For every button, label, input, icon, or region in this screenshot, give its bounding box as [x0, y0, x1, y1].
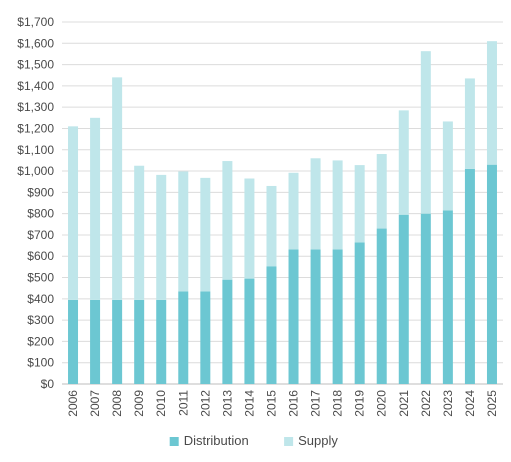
bar-supply-2025 — [486, 41, 497, 165]
y-tick-label: $1,200 — [17, 121, 54, 135]
y-tick-label: $1,000 — [17, 164, 54, 178]
y-tick-label: $1,100 — [17, 143, 54, 157]
bar-supply-2019 — [354, 165, 365, 243]
y-tick-label: $200 — [27, 334, 54, 348]
bar-distribution-2011 — [178, 291, 189, 384]
bar-supply-2021 — [398, 110, 409, 215]
bar-supply-2011 — [178, 171, 189, 292]
bar-distribution-2016 — [288, 249, 299, 384]
y-tick-label: $400 — [27, 292, 54, 306]
bar-supply-2018 — [332, 160, 343, 250]
bar-supply-2014 — [244, 178, 255, 279]
legend: Distribution Supply — [169, 433, 338, 448]
legend-swatch-supply — [284, 437, 294, 446]
x-tick-label: 2007 — [88, 390, 102, 417]
y-tick-label: $900 — [27, 185, 54, 199]
bar-distribution-2009 — [134, 299, 145, 384]
bar-supply-2009 — [134, 165, 145, 300]
bar-distribution-2013 — [222, 279, 233, 384]
bar-supply-2016 — [288, 172, 299, 250]
x-tick-label: 2024 — [463, 390, 477, 417]
x-tick-label: 2008 — [110, 390, 124, 417]
bar-distribution-2007 — [90, 299, 101, 384]
x-tick-label: 2016 — [287, 390, 301, 417]
bar-distribution-2018 — [332, 249, 343, 384]
legend-label-distribution: Distribution — [184, 433, 249, 448]
x-axis: 2006 2007 2008 2009 2010 2011 2012 2013 2014 2015… — [66, 390, 499, 417]
y-tick-label: $1,700 — [17, 15, 54, 29]
bar-supply-2012 — [200, 177, 211, 292]
y-axis: $0 $100 $200 $300 $400 $500 $600 $700 $800 $900 $1… — [17, 15, 54, 391]
bar-distribution-2010 — [156, 299, 167, 384]
bar-supply-2006 — [68, 126, 79, 300]
bar-distribution-2020 — [376, 228, 387, 384]
y-tick-label: $0 — [41, 377, 55, 391]
x-tick-label: 2025 — [485, 390, 499, 417]
x-tick-label: 2009 — [132, 390, 146, 417]
y-tick-label: $600 — [27, 249, 54, 263]
x-tick-label: 2015 — [264, 390, 278, 417]
bar-supply-2017 — [310, 158, 321, 250]
bar-supply-2007 — [90, 117, 101, 300]
x-tick-label: 2022 — [419, 390, 433, 417]
y-tick-label: $1,600 — [17, 36, 54, 50]
bar-distribution-2017 — [310, 249, 321, 384]
bar-distribution-2014 — [244, 278, 255, 384]
bar-supply-2013 — [222, 161, 233, 280]
bar-distribution-2021 — [398, 214, 409, 384]
y-tick-label: $700 — [27, 228, 54, 242]
x-tick-label: 2014 — [242, 390, 256, 417]
y-tick-label: $500 — [27, 271, 54, 285]
y-tick-label: $1,300 — [17, 100, 54, 114]
bars — [68, 41, 497, 384]
bar-distribution-2012 — [200, 291, 211, 384]
legend-swatch-distribution — [169, 437, 179, 446]
bar-supply-2023 — [442, 121, 453, 211]
x-tick-label: 2011 — [176, 390, 190, 416]
bar-supply-2024 — [464, 78, 475, 169]
x-tick-label: 2021 — [397, 390, 411, 417]
x-tick-label: 2017 — [309, 390, 323, 417]
bar-distribution-2015 — [266, 266, 277, 384]
x-tick-label: 2020 — [375, 390, 389, 417]
bar-distribution-2006 — [68, 299, 79, 384]
bar-supply-2022 — [420, 51, 431, 214]
x-tick-label: 2006 — [66, 390, 80, 417]
y-tick-label: $1,400 — [17, 79, 54, 93]
bar-distribution-2019 — [354, 242, 365, 384]
x-tick-label: 2012 — [198, 390, 212, 417]
bar-supply-2020 — [376, 154, 387, 229]
x-tick-label: 2013 — [220, 390, 234, 417]
x-tick-label: 2018 — [331, 390, 345, 417]
bar-supply-2008 — [112, 77, 123, 300]
bar-distribution-2025 — [486, 164, 497, 384]
x-tick-label: 2019 — [353, 390, 367, 417]
y-tick-label: $1,500 — [17, 58, 54, 72]
x-tick-label: 2010 — [154, 390, 168, 417]
bar-distribution-2023 — [442, 210, 453, 384]
bar-distribution-2008 — [112, 299, 123, 384]
y-tick-label: $300 — [27, 313, 54, 327]
gridlines — [62, 21, 503, 385]
x-tick-label: 2023 — [441, 390, 455, 417]
y-tick-label: $800 — [27, 207, 54, 221]
bar-supply-2015 — [266, 185, 277, 267]
bar-distribution-2022 — [420, 213, 431, 384]
legend-label-supply: Supply — [298, 433, 338, 448]
bar-distribution-2024 — [464, 168, 475, 384]
y-tick-label: $100 — [27, 356, 54, 370]
bar-supply-2010 — [156, 174, 167, 300]
